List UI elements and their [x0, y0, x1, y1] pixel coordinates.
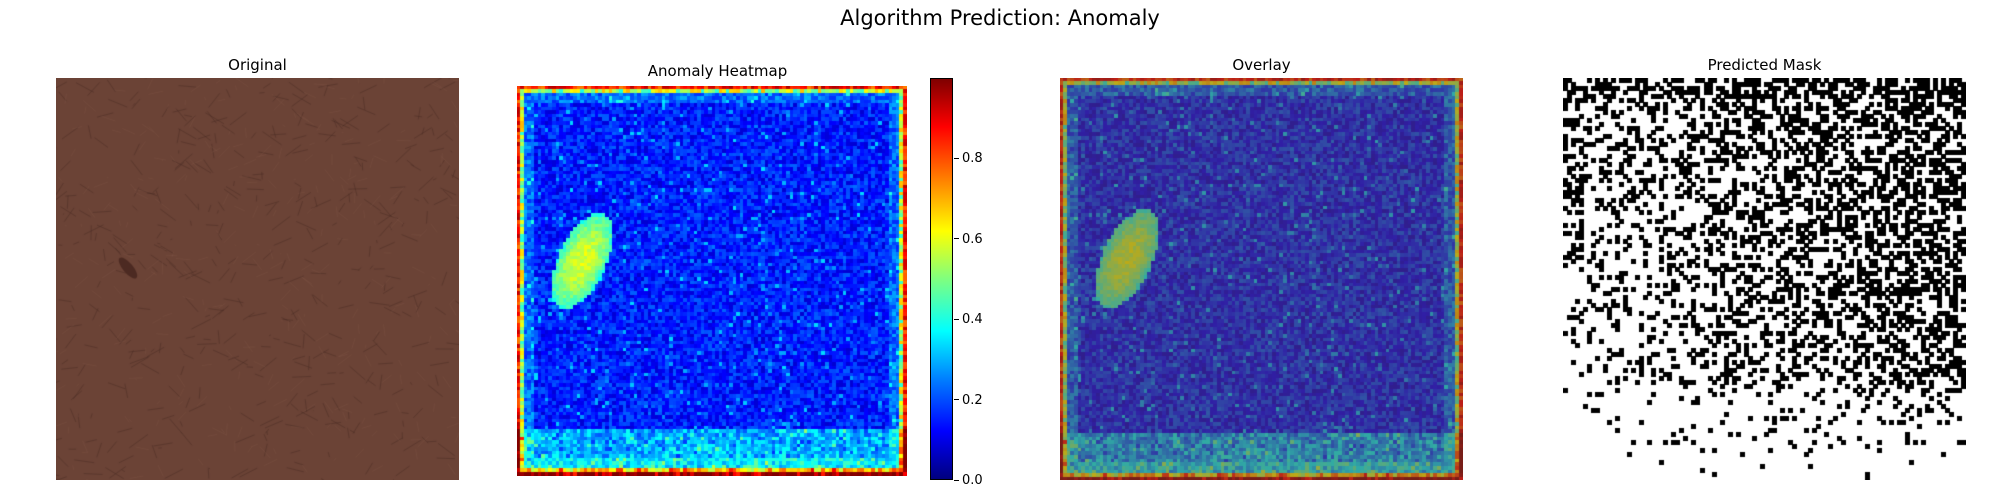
original-image — [56, 78, 459, 480]
colorbar-tick — [954, 399, 959, 401]
colorbar-tick-label: 0.4 — [962, 312, 983, 328]
heatmap-title: Anomaly Heatmap — [647, 62, 788, 80]
original-title: Original — [228, 56, 287, 74]
overlay-image — [1060, 78, 1463, 480]
colorbar-tick — [954, 238, 959, 240]
predicted-mask-image — [1563, 78, 1966, 480]
figure-title: Algorithm Prediction: Anomaly — [840, 6, 1160, 30]
colorbar-tick — [954, 318, 959, 320]
mask-title: Predicted Mask — [1707, 56, 1822, 74]
colorbar-tick-label: 0.0 — [962, 473, 983, 488]
colorbar-tick-label: 0.8 — [962, 151, 983, 167]
colorbar — [930, 78, 953, 480]
colorbar-tick-label: 0.6 — [962, 231, 983, 247]
colorbar-tick-label: 0.2 — [962, 392, 983, 408]
anomaly-heatmap-image — [517, 86, 907, 476]
colorbar-tick — [954, 479, 959, 481]
overlay-title: Overlay — [1232, 56, 1291, 74]
colorbar-tick — [954, 157, 959, 159]
